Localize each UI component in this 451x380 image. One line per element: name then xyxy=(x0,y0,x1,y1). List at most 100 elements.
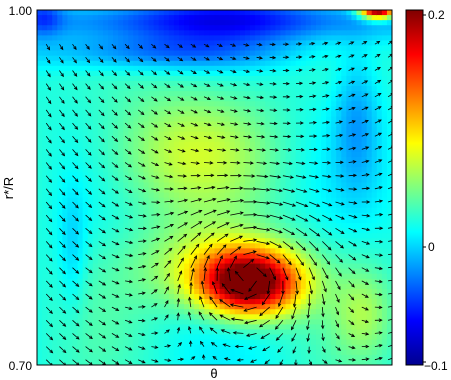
heatmap-cell xyxy=(361,217,368,224)
heatmap-cell xyxy=(87,182,94,189)
heatmap-cell xyxy=(128,354,134,361)
heatmap-cell xyxy=(87,162,94,168)
heatmap-cell xyxy=(295,167,302,173)
heatmap-cell xyxy=(300,30,307,36)
heatmap-cell xyxy=(371,223,378,229)
heatmap-cell xyxy=(37,60,43,67)
heatmap-cell xyxy=(189,50,195,57)
heatmap-cell xyxy=(224,228,231,234)
heatmap-cell xyxy=(351,238,358,244)
heatmap-cell xyxy=(275,268,282,275)
heatmap-cell xyxy=(305,70,312,77)
heatmap-cell xyxy=(229,192,236,199)
heatmap-cell xyxy=(52,248,58,255)
heatmap-cell xyxy=(42,263,48,270)
heatmap-cell xyxy=(341,60,347,67)
heatmap-cell xyxy=(371,263,378,270)
heatmap-cell xyxy=(138,319,145,326)
heatmap-cell xyxy=(168,111,175,118)
heatmap-cell xyxy=(376,131,383,138)
heatmap-cell xyxy=(331,354,337,361)
heatmap-cell xyxy=(67,111,74,118)
heatmap-cell xyxy=(209,81,216,87)
heatmap-cell xyxy=(366,111,373,118)
heatmap-cell xyxy=(321,207,327,214)
heatmap-cell xyxy=(351,81,358,87)
heatmap-cell xyxy=(366,329,373,336)
heatmap-cell xyxy=(321,248,327,255)
heatmap-cell xyxy=(128,243,134,249)
heatmap-cell xyxy=(113,217,119,224)
heatmap-cell xyxy=(97,75,104,82)
heatmap-cell xyxy=(82,50,89,57)
heatmap-cell xyxy=(305,15,312,21)
heatmap-cell xyxy=(67,359,74,365)
heatmap-cell xyxy=(371,126,378,133)
heatmap-cell xyxy=(62,202,69,209)
heatmap-cell xyxy=(376,187,383,194)
heatmap-cell xyxy=(82,116,89,123)
heatmap-cell xyxy=(204,268,211,275)
heatmap-cell xyxy=(158,172,165,178)
heatmap-cell xyxy=(381,182,388,189)
heatmap-cell xyxy=(244,273,251,280)
heatmap-cell xyxy=(108,309,114,315)
heatmap-cell xyxy=(336,197,342,204)
heatmap-cell xyxy=(173,152,180,158)
heatmap-cell xyxy=(310,162,317,168)
heatmap-cell xyxy=(184,253,190,260)
heatmap-cell xyxy=(47,197,53,204)
heatmap-cell xyxy=(47,101,53,107)
heatmap-cell xyxy=(158,25,165,31)
heatmap-cell xyxy=(244,294,251,300)
heatmap-cell xyxy=(366,268,373,275)
heatmap-cell xyxy=(194,299,200,305)
heatmap-cell xyxy=(250,314,256,320)
heatmap-cell xyxy=(52,258,58,265)
heatmap-cell xyxy=(386,283,392,290)
heatmap-cell xyxy=(255,339,261,346)
heatmap-cell xyxy=(133,253,140,260)
heatmap-cell xyxy=(158,278,165,285)
heatmap-cell xyxy=(341,30,347,36)
heatmap-cell xyxy=(42,329,48,336)
heatmap-cell xyxy=(179,136,185,143)
heatmap-cell xyxy=(290,141,297,148)
heatmap-cell xyxy=(204,319,211,326)
heatmap-cell xyxy=(102,238,109,244)
heatmap-cell xyxy=(366,294,373,300)
heatmap-cell xyxy=(381,299,388,305)
heatmap-cell xyxy=(371,45,378,52)
heatmap-cell xyxy=(315,106,322,113)
heatmap-cell xyxy=(128,25,134,31)
heatmap-cell xyxy=(67,212,74,219)
heatmap-cell xyxy=(219,55,226,62)
heatmap-cell xyxy=(376,111,383,118)
heatmap-cell xyxy=(356,40,363,47)
heatmap-cell xyxy=(321,101,327,107)
heatmap-cell xyxy=(381,273,388,280)
heatmap-cell xyxy=(128,248,134,255)
heatmap-cell xyxy=(224,212,231,219)
heatmap-cell xyxy=(87,75,94,82)
heatmap-cell xyxy=(229,91,236,97)
heatmap-cell xyxy=(47,131,53,138)
heatmap-cell xyxy=(204,324,211,331)
heatmap-cell xyxy=(265,70,271,77)
heatmap-cell xyxy=(331,10,337,16)
heatmap-cell xyxy=(143,20,150,26)
heatmap-cell xyxy=(118,354,124,361)
heatmap-cell xyxy=(341,258,347,265)
heatmap-cell xyxy=(295,283,302,290)
heatmap-cell xyxy=(108,121,114,128)
heatmap-cell xyxy=(57,75,63,82)
heatmap-cell xyxy=(52,334,58,341)
heatmap-cell xyxy=(143,314,150,320)
heatmap-cell xyxy=(168,65,175,72)
heatmap-cell xyxy=(179,309,185,315)
heatmap-cell xyxy=(321,197,327,204)
heatmap-cell xyxy=(280,167,287,173)
heatmap-cell xyxy=(351,197,358,204)
heatmap-cell xyxy=(376,223,383,229)
heatmap-cell xyxy=(356,359,363,365)
